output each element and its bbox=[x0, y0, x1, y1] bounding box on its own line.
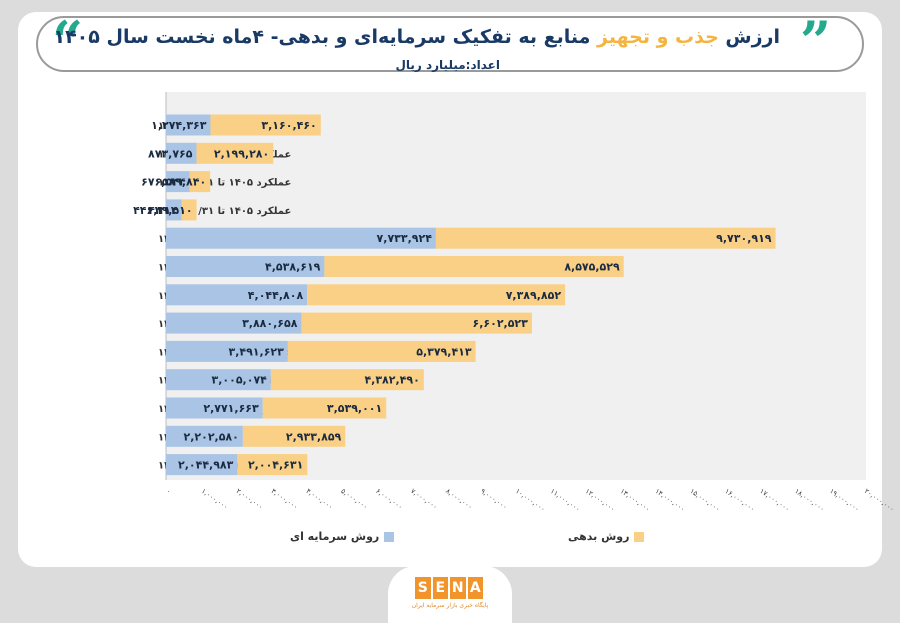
data-label-debt: ۷,۳۸۹,۸۵۲ bbox=[506, 289, 562, 302]
data-label-debt: ۴,۳۸۲,۴۹۰ bbox=[364, 374, 419, 387]
legend-debt-label: روش بدهی bbox=[568, 530, 630, 543]
bar-debt bbox=[270, 369, 424, 391]
category-label: عملکرد ۱۴۰۵ تا ۱۴۰۵/۰۱/۳۱ bbox=[158, 206, 291, 217]
title-bar bbox=[36, 16, 864, 72]
data-label-debt: ۲,۹۳۳,۸۵۹ bbox=[286, 430, 342, 443]
data-label-equity: ۸۷۳,۷۶۵ bbox=[148, 147, 193, 160]
data-label-equity: ۳,۸۸۰,۶۵۸ bbox=[242, 317, 298, 330]
bar-debt bbox=[287, 340, 476, 362]
sena-logo: S E N A bbox=[415, 577, 485, 599]
logo-letter: S bbox=[415, 577, 431, 599]
x-tick-label: ۱۲,۰۰۰,۰۰۰ bbox=[584, 487, 617, 513]
x-tick-label: ۲۰,۰۰۰,۰۰۰ bbox=[863, 487, 896, 513]
data-label-equity: ۱,۲۷۴,۳۶۳ bbox=[151, 119, 207, 132]
bar-debt bbox=[242, 425, 346, 447]
x-tick-label: ۴,۰۰۰,۰۰۰ bbox=[304, 487, 334, 511]
x-tick-label: ۱۸,۰۰۰,۰۰۰ bbox=[793, 487, 826, 513]
bar-debt bbox=[301, 312, 532, 334]
bar-equity bbox=[166, 340, 288, 362]
legend-equity: روش سرمایه ای bbox=[290, 530, 395, 543]
logo-letter: N bbox=[450, 577, 466, 599]
bar-debt bbox=[210, 114, 321, 136]
data-label-equity: ۴,۵۳۸,۶۱۹ bbox=[265, 261, 321, 274]
x-tick-label: ۱۰,۰۰۰,۰۰۰ bbox=[514, 487, 547, 513]
x-tick-label: ۶,۰۰۰,۰۰۰ bbox=[374, 487, 404, 511]
logo-letter: E bbox=[432, 577, 448, 599]
data-label-debt: ۳,۱۶۰,۴۶۰ bbox=[261, 119, 316, 132]
bar-equity bbox=[166, 142, 197, 164]
logo-tagline: پایگاه خبری بازار سرمایه ایران bbox=[411, 602, 489, 609]
chart-title: ارزش جذب و تجهیز منابع به تفکیک سرمایه‌ا… bbox=[53, 26, 780, 48]
x-tick-label: ۱۳,۰۰۰,۰۰۰ bbox=[619, 487, 652, 513]
title-highlight: جذب و تجهیز bbox=[597, 26, 719, 48]
unit-label: اعداد:میلیارد ریال bbox=[395, 58, 500, 72]
bar-equity bbox=[166, 284, 308, 306]
bar-debt bbox=[307, 284, 566, 306]
legend-debt-swatch bbox=[634, 532, 645, 542]
logo-letter: A bbox=[467, 577, 483, 599]
data-label-equity: ۳,۴۹۱,۶۲۳ bbox=[228, 345, 284, 358]
data-label-debt: ۹,۷۳۰,۹۱۹ bbox=[716, 232, 772, 245]
title-part2: منابع به تفکیک سرمایه‌ای و بدهی- ۴ماه نخ… bbox=[53, 26, 591, 48]
x-tick-label: ۱۴,۰۰۰,۰۰۰ bbox=[653, 487, 686, 513]
x-tick-label: ۱۵,۰۰۰,۰۰۰ bbox=[688, 487, 721, 513]
bar-equity bbox=[166, 425, 243, 447]
x-tick-label: ۱۷,۰۰۰,۰۰۰ bbox=[758, 487, 791, 513]
data-label-equity: ۲,۷۷۱,۶۶۳ bbox=[203, 402, 259, 415]
bar-equity bbox=[166, 171, 190, 193]
legend-equity-label: روش سرمایه ای bbox=[290, 530, 380, 543]
data-label-debt: ۳,۵۳۹,۰۰۱ bbox=[327, 402, 382, 415]
data-label-debt: ۵,۳۷۹,۴۱۳ bbox=[416, 345, 472, 358]
data-label-equity: ۴۴۶,۳۱۴ bbox=[133, 204, 178, 217]
data-label-equity: ۴,۰۴۴,۸۰۸ bbox=[248, 289, 304, 302]
data-label-debt: ۲,۰۰۴,۶۳۱ bbox=[248, 459, 303, 472]
bar-debt bbox=[181, 199, 197, 221]
bar-equity bbox=[166, 369, 271, 391]
bar-equity bbox=[166, 312, 302, 334]
bar-equity bbox=[166, 114, 211, 136]
bar-debt bbox=[435, 227, 776, 249]
bar-equity bbox=[166, 256, 325, 277]
bar-debt bbox=[262, 397, 387, 419]
title-part1: ارزش bbox=[725, 26, 780, 48]
x-tick-label: ۵,۰۰۰,۰۰۰ bbox=[339, 487, 369, 511]
x-tick-label: ۱۱,۰۰۰,۰۰۰ bbox=[549, 487, 582, 513]
data-label-equity: ۳,۰۰۵,۰۷۴ bbox=[212, 374, 268, 387]
data-label-equity: ۲,۰۴۴,۹۸۳ bbox=[178, 459, 234, 472]
bar-debt bbox=[196, 142, 274, 164]
bar-equity bbox=[166, 397, 263, 419]
bar-debt bbox=[189, 171, 211, 193]
x-tick-label: ۷,۰۰۰,۰۰۰ bbox=[409, 487, 439, 511]
bar-equity bbox=[166, 199, 182, 221]
x-tick-label: ۲,۰۰۰,۰۰۰ bbox=[235, 487, 265, 511]
data-label-debt: ۵۸۹,۸۴۰ bbox=[162, 176, 206, 189]
legend-equity-swatch bbox=[384, 532, 395, 542]
x-tick-label: ۱۹,۰۰۰,۰۰۰ bbox=[828, 487, 861, 513]
bar-equity bbox=[166, 454, 238, 476]
data-label-debt: ۲,۱۹۹,۲۸۰ bbox=[214, 147, 269, 160]
data-label-equity: ۲,۲۰۲,۵۸۰ bbox=[184, 430, 239, 443]
bar-equity bbox=[166, 227, 436, 249]
x-tick-label: ۳,۰۰۰,۰۰۰ bbox=[270, 487, 300, 511]
category-label: عملکرد ۱۴۰۵ تا ۱۴۰۵/۰۲/۳۱ bbox=[158, 178, 291, 189]
x-tick-label: ۱۶,۰۰۰,۰۰۰ bbox=[723, 487, 756, 513]
x-tick-label: ۱,۰۰۰,۰۰۰ bbox=[200, 487, 230, 511]
quote-close-icon: ” bbox=[800, 9, 832, 73]
data-label-equity: ۶۷۶,۵۴۴ bbox=[141, 176, 186, 189]
quote-open-icon: “ bbox=[52, 9, 84, 73]
legend-debt: روش بدهی bbox=[568, 530, 645, 543]
x-tick-label: ۹,۰۰۰,۰۰۰ bbox=[479, 487, 509, 511]
x-tick-label: ۸,۰۰۰,۰۰۰ bbox=[444, 487, 474, 511]
data-label-debt: ۴۲۹,۵۱۰ bbox=[148, 204, 192, 217]
bar-debt bbox=[324, 256, 624, 277]
data-label-debt: ۶,۶۰۲,۵۲۳ bbox=[473, 317, 529, 330]
data-label-equity: ۷,۷۳۳,۹۲۴ bbox=[377, 232, 433, 245]
x-tick-label: ۰ bbox=[165, 487, 173, 496]
data-label-debt: ۸,۵۷۵,۵۲۹ bbox=[564, 261, 620, 274]
bar-debt bbox=[237, 454, 308, 476]
